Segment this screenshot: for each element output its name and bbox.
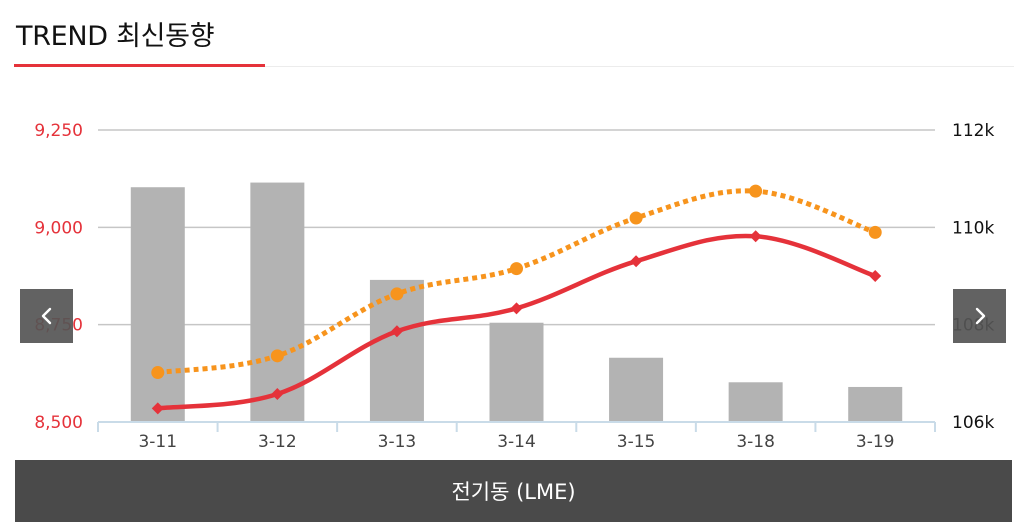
diamond-marker — [151, 402, 164, 415]
y-left-tick-label: 8,500 — [34, 413, 83, 433]
x-tick-label: 3-18 — [736, 432, 775, 452]
commodity-label: 전기동 (LME) — [451, 480, 576, 504]
bar — [609, 357, 664, 422]
circle-marker — [868, 225, 882, 239]
grid-lines — [98, 129, 935, 326]
page-title: TREND 최신동향 — [16, 21, 215, 52]
bar-series — [130, 182, 903, 422]
bar — [489, 322, 544, 422]
circle-marker — [270, 349, 284, 363]
x-tick-label: 3-12 — [258, 432, 297, 452]
y-left-tick-label: 9,250 — [34, 121, 83, 141]
circle-marker — [749, 184, 763, 198]
y-right-tick-label: 110k — [952, 218, 994, 238]
x-tick-label: 3-14 — [497, 432, 536, 452]
bar — [250, 182, 305, 422]
bar — [130, 187, 185, 422]
diamond-marker — [390, 325, 403, 338]
x-tick-label: 3-11 — [138, 432, 177, 452]
commodity-label-bar: 전기동 (LME) — [15, 460, 1012, 522]
bar — [848, 386, 903, 422]
x-tick-label: 3-15 — [617, 432, 656, 452]
x-tick-label: 3-13 — [378, 432, 417, 452]
chevron-left-icon — [41, 307, 51, 325]
diamond-marker — [869, 270, 882, 282]
y-right-tick-label: 112k — [952, 121, 994, 141]
next-button[interactable] — [953, 289, 1006, 343]
diamond-marker — [510, 302, 523, 315]
y-right-tick-label: 106k — [952, 413, 994, 433]
trend-chart: 8,5008,7509,0009,250106k108k110k112k3-11… — [34, 121, 994, 452]
circle-marker — [390, 287, 404, 301]
x-axis — [97, 421, 936, 432]
y-left-tick-label: 9,000 — [34, 218, 83, 238]
line-series — [151, 184, 882, 415]
circle-marker — [510, 262, 523, 276]
diamond-marker — [749, 230, 762, 243]
diamond-marker — [271, 387, 284, 400]
section-header: TREND 최신동향 — [14, 0, 1014, 67]
bar — [728, 382, 783, 422]
x-tick-label: 3-19 — [856, 432, 895, 452]
prev-button[interactable] — [20, 289, 73, 343]
circle-marker — [629, 211, 643, 225]
diamond-marker — [630, 255, 643, 268]
title-underline — [14, 64, 265, 67]
chevron-right-icon — [975, 307, 985, 325]
circle-marker — [151, 366, 165, 380]
